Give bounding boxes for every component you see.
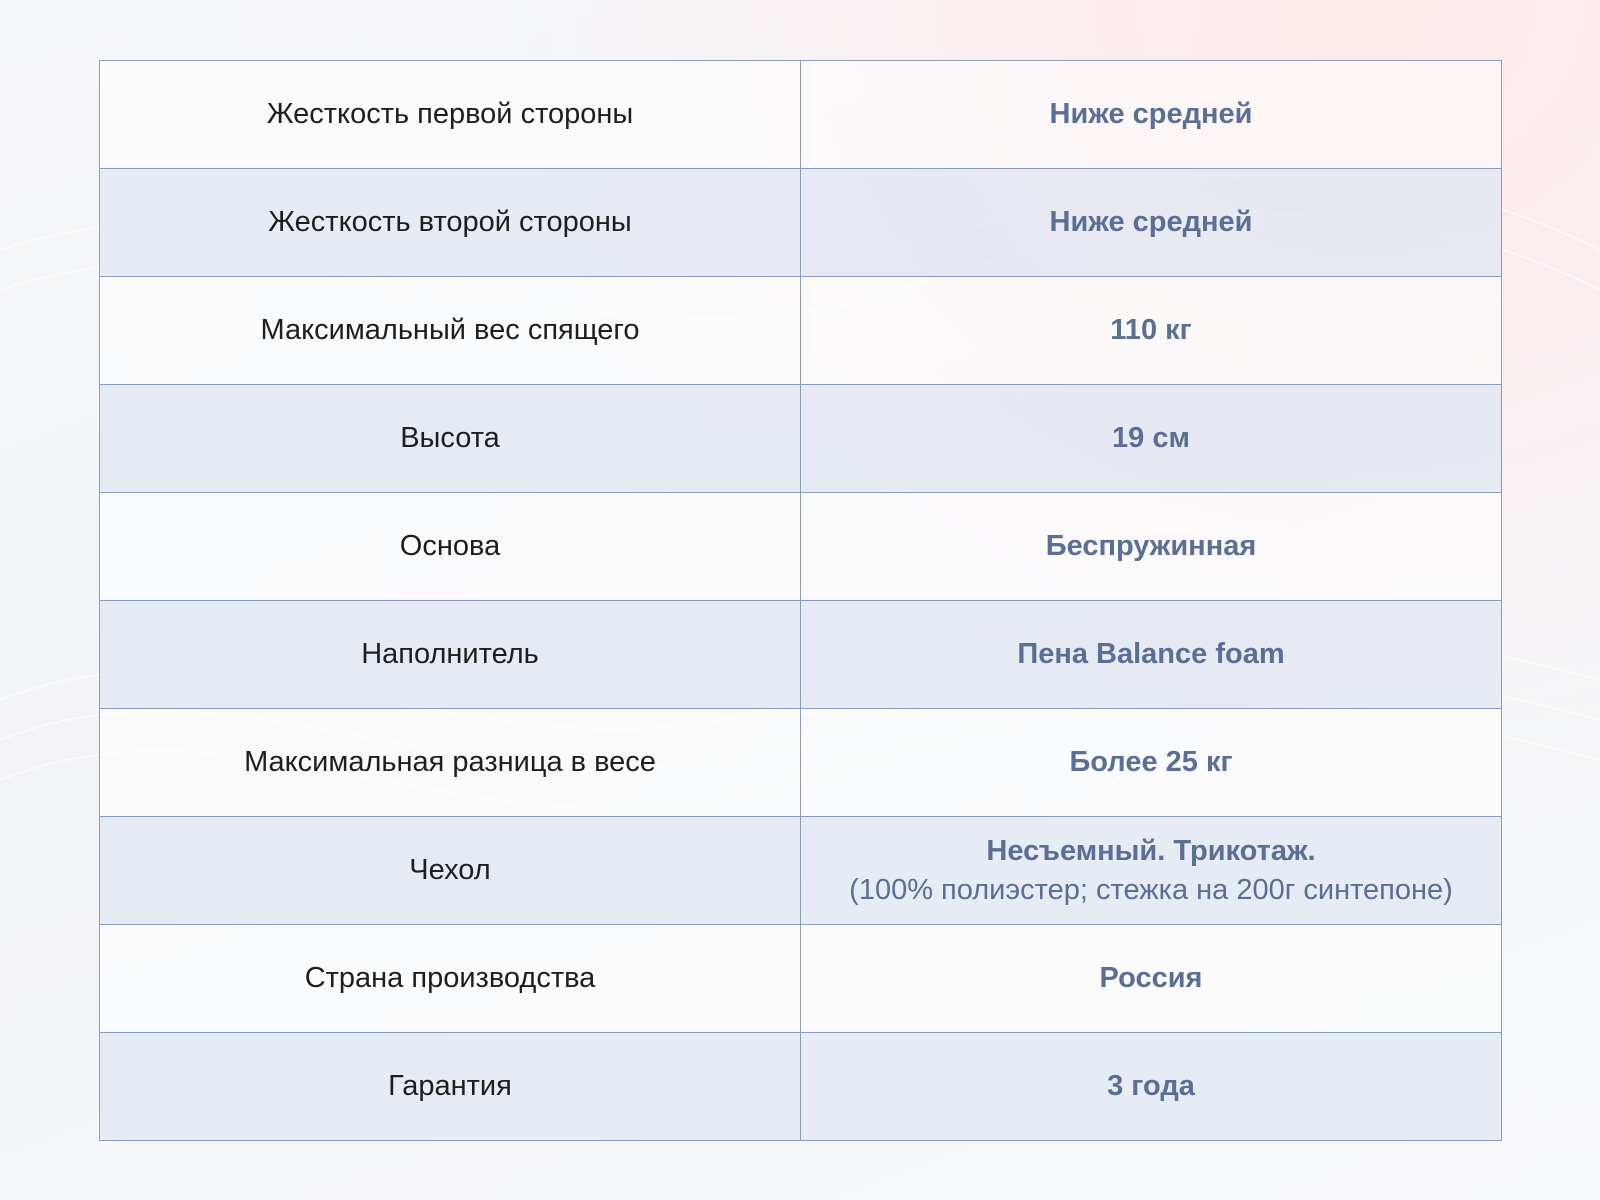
spec-label: Наполнитель (99, 600, 801, 709)
spec-label: Максимальный вес спящего (99, 276, 801, 385)
spec-value: 110 кг (800, 276, 1502, 385)
table-row: Страна производства Россия (99, 924, 1502, 1033)
spec-value: Ниже средней (800, 168, 1502, 277)
spec-value: Ниже средней (800, 60, 1502, 169)
spec-value-text: 110 кг (1110, 314, 1192, 346)
spec-value: Пена Balance foam (800, 600, 1502, 709)
table-row: Основа Беспружинная (99, 492, 1502, 601)
spec-label: Высота (99, 384, 801, 493)
table-row: Высота 19 см (99, 384, 1502, 493)
spec-value-text: Россия (1099, 962, 1203, 994)
spec-label: Жесткость второй стороны (99, 168, 801, 277)
table-row: Жесткость второй стороны Ниже средней (99, 168, 1502, 277)
spec-value-text: 19 см (1112, 422, 1190, 454)
spec-label: Основа (99, 492, 801, 601)
spec-value-text: Беспружинная (1045, 530, 1257, 562)
spec-value-text: Несъемный. Трикотаж. (986, 834, 1316, 867)
spec-value-text: Пена Balance foam (1017, 638, 1285, 670)
table-row: Максимальный вес спящего 110 кг (99, 276, 1502, 385)
spec-value-text: 3 года (1107, 1070, 1195, 1102)
spec-value: Более 25 кг (800, 708, 1502, 817)
specs-table: Жесткость первой стороны Ниже средней Жест… (99, 60, 1502, 1141)
spec-label: Максимальная разница в весе (99, 708, 801, 817)
spec-value: Несъемный. Трикотаж. (100% полиэстер; сте… (800, 816, 1502, 925)
spec-value: Беспружинная (800, 492, 1502, 601)
spec-label: Чехол (99, 816, 801, 925)
table-row: Жесткость первой стороны Ниже средней (99, 60, 1502, 169)
table-row: Гарантия 3 года (99, 1032, 1502, 1141)
spec-value: Россия (800, 924, 1502, 1033)
spec-label: Страна производства (99, 924, 801, 1033)
spec-label: Гарантия (99, 1032, 801, 1141)
spec-value-text: Ниже средней (1049, 98, 1253, 130)
spec-value-text: Ниже средней (1049, 206, 1253, 238)
spec-value-note: (100% полиэстер; стежка на 200г синтепон… (849, 873, 1453, 906)
table-row: Наполнитель Пена Balance foam (99, 600, 1502, 709)
spec-value: 3 года (800, 1032, 1502, 1141)
spec-label: Жесткость первой стороны (99, 60, 801, 169)
spec-value-text: Более 25 кг (1069, 746, 1233, 778)
spec-value: 19 см (800, 384, 1502, 493)
table-row: Чехол Несъемный. Трикотаж. (100% полиэстер… (99, 816, 1502, 925)
table-row: Максимальная разница в весе Более 25 кг (99, 708, 1502, 817)
